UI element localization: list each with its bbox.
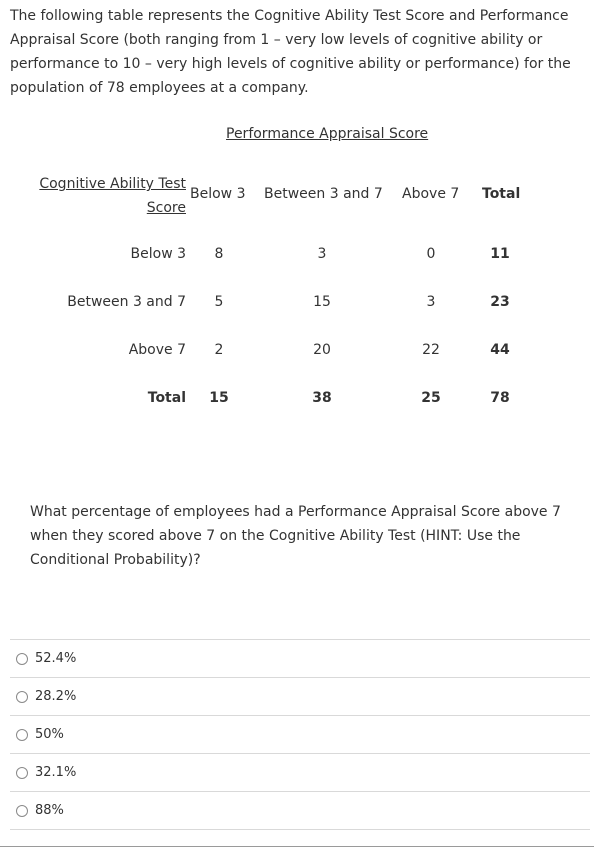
column-header-above-7: Above 7 (402, 186, 460, 202)
table-cell-total: 15 (209, 390, 229, 406)
answer-option[interactable]: 50% (10, 716, 590, 754)
column-header-between-3-and-7: Between 3 and 7 (264, 186, 383, 202)
row-label-above-7: Above 7 (128, 342, 186, 358)
table-cell-total: 44 (490, 342, 510, 358)
table-cell-grand-total: 78 (490, 390, 510, 406)
radio-button[interactable] (16, 690, 28, 703)
table-cell: 5 (214, 294, 224, 310)
row-label-total: Total (147, 390, 186, 406)
row-label-between-3-and-7: Between 3 and 7 (67, 294, 186, 310)
answer-options: 52.4% 28.2% 50% 32.1% 88% (10, 639, 590, 830)
answer-option[interactable]: 28.2% (10, 678, 590, 716)
column-group-header: Performance Appraisal Score (226, 126, 429, 142)
table-cell: 8 (214, 246, 224, 262)
table-cell: 2 (214, 342, 224, 358)
column-header-total: Total (482, 186, 521, 202)
question-text: What percentage of employees had a Perfo… (30, 504, 561, 568)
answer-option[interactable]: 32.1% (10, 754, 590, 792)
table-cell: 0 (426, 246, 436, 262)
table-cell-total: 11 (490, 246, 510, 262)
radio-button[interactable] (16, 766, 28, 779)
table-cell-total: 23 (490, 294, 510, 310)
answer-option-label: 32.1% (35, 765, 77, 780)
answer-option-label: 50% (35, 727, 64, 742)
radio-button[interactable] (16, 652, 28, 665)
table-cell: 3 (317, 246, 327, 262)
table-cell-total: 38 (312, 390, 332, 406)
bottom-divider (0, 846, 594, 847)
answer-option[interactable]: 52.4% (10, 640, 590, 678)
answer-option-label: 28.2% (35, 689, 77, 704)
question-intro-text: The following table represents the Cogni… (10, 8, 571, 96)
table-cell: 3 (426, 294, 436, 310)
answer-option-label: 52.4% (35, 651, 77, 666)
column-header-below-3: Below 3 (190, 186, 246, 202)
answer-option[interactable]: 88% (10, 792, 590, 830)
table-cell-total: 25 (421, 390, 441, 406)
radio-button[interactable] (16, 728, 28, 741)
row-label-below-3: Below 3 (130, 246, 186, 262)
table-cell: 22 (422, 342, 440, 358)
table-cell: 20 (313, 342, 331, 358)
answer-option-label: 88% (35, 803, 64, 818)
radio-button[interactable] (16, 804, 28, 817)
table-cell: 15 (313, 294, 331, 310)
row-group-header: Cognitive Ability Test Score (39, 176, 186, 216)
